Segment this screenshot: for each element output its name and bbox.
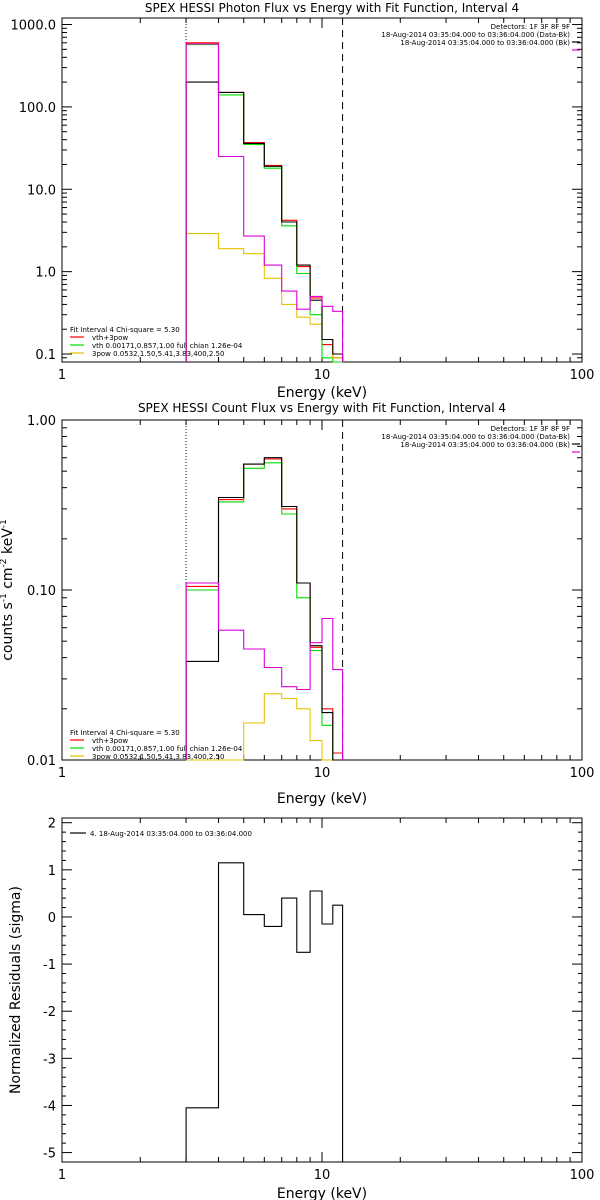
panel-1-legend: Fit Interval 4 Chi-square = 5.30 vth+3po… xyxy=(70,326,243,358)
panel-2-legend: Fit Interval 4 Chi-square = 5.30 vth+3po… xyxy=(70,729,243,761)
x-tick-label: 100 xyxy=(570,766,595,781)
legend-item-label: 3pow 0.0532,1.50,5.41,3.83,400,2.50 xyxy=(92,350,224,358)
x-tick-label: 1 xyxy=(58,368,66,383)
legend-item-label: vth 0.00171,0.857,1.00 full chian 1.26e-… xyxy=(92,745,243,753)
y-tick-label: 1 xyxy=(48,864,56,879)
legend-title: Fit Interval 4 Chi-square = 5.30 xyxy=(70,326,180,334)
panel-2-title: SPEX HESSI Count Flux vs Energy with Fit… xyxy=(138,401,506,415)
x-tick-label: 10 xyxy=(314,368,331,383)
legend-item-label: vth 0.00171,0.857,1.00 full chian 1.26e-… xyxy=(92,342,243,350)
photon-flux-panel: SPEX HESSI Photon Flux vs Energy with Fi… xyxy=(11,1,595,401)
y-tick-label: 0.1 xyxy=(35,348,56,363)
panel-2-ylabel: counts s-1 cm-2 keV-1 xyxy=(0,519,16,661)
y-tick-label: 1.00 xyxy=(27,414,56,429)
y-tick-label: -5 xyxy=(43,1147,56,1162)
bk-label: 18-Aug-2014 03:35:04.000 to 03:36:04.000… xyxy=(400,39,570,47)
panel-1-xlabel: Energy (keV) xyxy=(277,385,367,401)
series-line-0 xyxy=(185,862,344,1162)
series-line-2 xyxy=(186,693,343,761)
y-tick-label: 0 xyxy=(48,911,56,926)
x-tick-label: 100 xyxy=(570,368,595,383)
panel-2-header: Detectors: 1F 3F 8F 9F 18-Aug-2014 03:35… xyxy=(381,425,570,449)
series-line-4 xyxy=(185,43,344,362)
legend-item-label: vth+3pow xyxy=(92,334,128,342)
legend-title: Fit Interval 4 Chi-square = 5.30 xyxy=(70,729,180,737)
detectors-label: Detectors: 1F 3F 8F 9F xyxy=(491,425,570,433)
data-bk-label: 18-Aug-2014 03:35:04.000 to 03:36:04.000… xyxy=(381,31,570,39)
y-tick-label: -3 xyxy=(43,1052,56,1067)
x-tick-label: 10 xyxy=(314,1168,331,1183)
x-tick-label: 1 xyxy=(58,1168,66,1183)
y-tick-label: 0.01 xyxy=(27,754,56,769)
panel-3-xlabel: Energy (keV) xyxy=(277,1186,367,1200)
x-tick-label: 1 xyxy=(58,766,66,781)
legend-item-label: vth+3pow xyxy=(92,737,128,745)
panel-3-legend: 4. 18-Aug-2014 03:35:04.000 to 03:36:04.… xyxy=(90,830,252,838)
series-line-0 xyxy=(185,42,344,362)
y-tick-label: 0.10 xyxy=(27,584,56,599)
series-line-1 xyxy=(185,44,343,363)
data-bk-label: 18-Aug-2014 03:35:04.000 to 03:36:04.000… xyxy=(381,433,570,441)
count-flux-panel: SPEX HESSI Count Flux vs Energy with Fit… xyxy=(0,401,594,807)
panel-1-title: SPEX HESSI Photon Flux vs Energy with Fi… xyxy=(145,1,519,15)
series-line-3 xyxy=(185,457,343,761)
y-tick-label: -1 xyxy=(43,958,56,973)
y-tick-label: 100.0 xyxy=(19,101,56,116)
residuals-panel: Energy (keV) Normalized Residuals (sigma… xyxy=(8,817,594,1200)
x-tick-label: 10 xyxy=(314,766,331,781)
series-line-3 xyxy=(185,81,344,362)
detectors-label: Detectors: 1F 3F 8F 9F xyxy=(491,23,570,31)
y-tick-label: -4 xyxy=(43,1099,56,1114)
y-tick-label: -2 xyxy=(43,1005,56,1020)
bk-label: 18-Aug-2014 03:35:04.000 to 03:36:04.000… xyxy=(400,441,570,449)
panel-2-xlabel: Energy (keV) xyxy=(277,791,367,807)
x-tick-label: 100 xyxy=(570,1168,595,1183)
y-tick-label: 2 xyxy=(48,817,56,832)
legend-item-label: 3pow 0.0532,1.50,5.41,3.83,400,2.50 xyxy=(92,753,224,761)
series-line-4 xyxy=(185,582,344,760)
panel-3-ylabel: Normalized Residuals (sigma) xyxy=(8,886,24,1094)
panel-1-header: Detectors: 1F 3F 8F 9F 18-Aug-2014 03:35… xyxy=(381,23,570,47)
panel-3-frame xyxy=(61,817,583,1163)
y-tick-label: 10.0 xyxy=(27,183,56,198)
series-line-0 xyxy=(185,458,344,760)
legend-item-label: 4. 18-Aug-2014 03:35:04.000 to 03:36:04.… xyxy=(90,830,252,838)
y-tick-label: 1.0 xyxy=(35,266,56,281)
y-tick-label: 1000.0 xyxy=(11,19,57,34)
